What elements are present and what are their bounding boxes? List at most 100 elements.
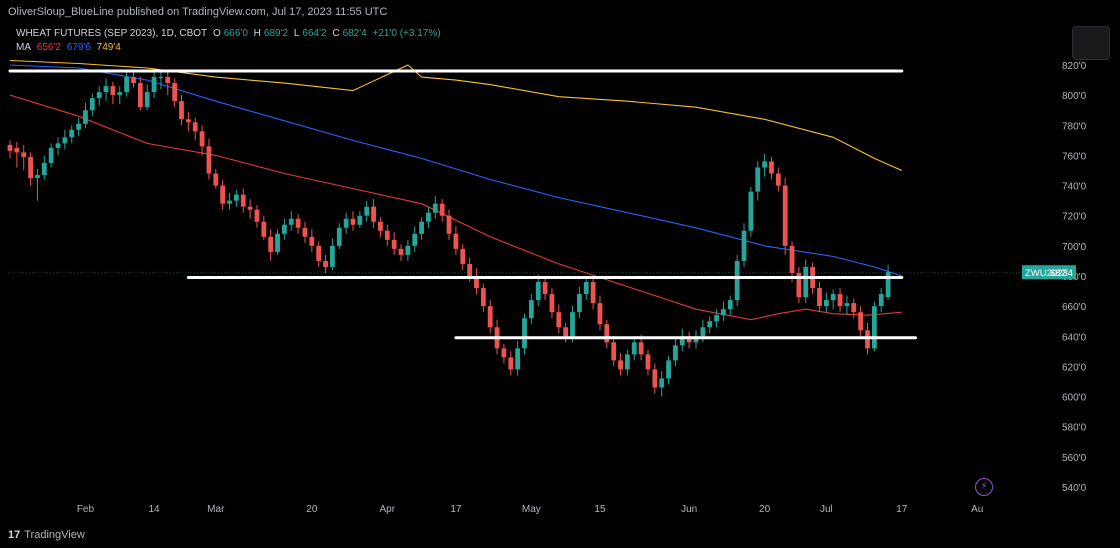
x-tick-label: Au bbox=[971, 504, 983, 515]
candle-body bbox=[295, 218, 301, 228]
candle-body bbox=[618, 360, 623, 370]
candle-body bbox=[282, 224, 287, 234]
candle-body bbox=[686, 336, 692, 343]
chart-settings-button[interactable] bbox=[1072, 26, 1110, 60]
high-value: 689'2 bbox=[263, 28, 289, 39]
y-tick-label: 560'0 bbox=[1062, 453, 1087, 464]
candle-body bbox=[467, 263, 473, 276]
candle-body bbox=[542, 282, 548, 295]
candle-body bbox=[679, 336, 685, 346]
candle-body bbox=[398, 248, 404, 255]
y-tick-label: 660'0 bbox=[1062, 302, 1087, 313]
ma-slow-line bbox=[9, 59, 903, 172]
candle-body bbox=[14, 147, 20, 153]
candle-body bbox=[817, 288, 822, 307]
candle-body bbox=[158, 77, 164, 79]
candle-body bbox=[96, 92, 102, 99]
flash-icon[interactable]: ⚡ bbox=[975, 478, 993, 496]
candle-body bbox=[55, 143, 61, 148]
candle-body bbox=[549, 294, 555, 313]
candle-body bbox=[336, 227, 342, 246]
candle-body bbox=[885, 272, 891, 298]
candle-body bbox=[474, 276, 479, 289]
candle-body bbox=[247, 206, 253, 210]
ma-slow-value: 749'4 bbox=[96, 42, 121, 53]
candle-body bbox=[62, 137, 68, 144]
candle-body bbox=[213, 173, 219, 186]
candle-body bbox=[666, 360, 671, 379]
candle-body bbox=[700, 327, 706, 337]
x-tick-label: 14 bbox=[148, 504, 160, 515]
close-value: 682'4 bbox=[342, 28, 367, 39]
x-tick-label: 20 bbox=[306, 504, 318, 515]
price-tag-symbol: ZWU2023 bbox=[1025, 268, 1068, 279]
candle-body bbox=[83, 110, 88, 124]
candle-body bbox=[721, 309, 726, 316]
candle-body bbox=[769, 161, 774, 174]
candle-body bbox=[748, 191, 754, 231]
candle-body bbox=[309, 236, 315, 246]
candle-body bbox=[21, 152, 27, 157]
candle-body bbox=[419, 221, 424, 234]
candle-body bbox=[501, 348, 507, 358]
candle-body bbox=[357, 215, 363, 225]
candle-body bbox=[460, 248, 466, 264]
candle-body bbox=[7, 144, 13, 151]
y-tick-label: 620'0 bbox=[1062, 362, 1087, 373]
candle-body bbox=[597, 303, 603, 325]
y-tick-label: 700'0 bbox=[1062, 242, 1087, 253]
y-tick-label: 780'0 bbox=[1062, 121, 1087, 132]
candle-body bbox=[734, 260, 740, 301]
ma-fast-value: 656'2 bbox=[36, 42, 61, 53]
candle-body bbox=[871, 306, 877, 349]
candle-body bbox=[384, 230, 390, 240]
candle-body bbox=[480, 288, 486, 307]
candle-body bbox=[563, 327, 569, 337]
candle-body bbox=[556, 312, 562, 328]
candle-body bbox=[117, 92, 123, 96]
y-tick-label: 600'0 bbox=[1062, 393, 1087, 404]
candle-body bbox=[254, 209, 260, 222]
ma-mid-line bbox=[9, 64, 902, 277]
candle-body bbox=[330, 245, 335, 267]
candle-body bbox=[631, 342, 637, 355]
candle-body bbox=[151, 77, 157, 93]
candle-body bbox=[350, 218, 356, 225]
candle-body bbox=[76, 123, 81, 130]
candle-body bbox=[371, 206, 376, 222]
x-tick-label: Jul bbox=[820, 504, 833, 515]
y-tick-label: 540'0 bbox=[1062, 483, 1087, 494]
candle-body bbox=[172, 83, 178, 102]
candle-body bbox=[41, 162, 47, 176]
candle-body bbox=[522, 318, 527, 349]
candle-body bbox=[796, 272, 802, 298]
candle-body bbox=[803, 266, 809, 298]
y-tick-label: 760'0 bbox=[1062, 151, 1087, 162]
candle-body bbox=[275, 233, 280, 252]
candle-body bbox=[762, 161, 767, 168]
candle-body bbox=[405, 245, 411, 255]
candle-body bbox=[28, 156, 33, 179]
candle-body bbox=[110, 86, 116, 96]
candle-body bbox=[439, 203, 445, 216]
candle-body bbox=[741, 230, 747, 261]
candle-body bbox=[645, 354, 651, 370]
candle-body bbox=[590, 282, 596, 304]
candle-body bbox=[576, 294, 582, 313]
candle-body bbox=[48, 147, 54, 163]
symbol-title: WHEAT FUTURES (SEP 2023), 1D, CBOT bbox=[16, 28, 208, 39]
candle-body bbox=[432, 203, 438, 213]
candle-body bbox=[199, 131, 205, 147]
brand-name: TradingView bbox=[24, 529, 85, 541]
candle-body bbox=[714, 315, 719, 322]
candle-body bbox=[124, 77, 130, 93]
candle-body bbox=[316, 245, 322, 261]
y-tick-label: 640'0 bbox=[1062, 332, 1087, 343]
x-tick-label: May bbox=[522, 504, 541, 515]
candle-body bbox=[137, 83, 143, 108]
candle-body bbox=[837, 294, 843, 307]
x-tick-label: 20 bbox=[759, 504, 771, 515]
x-tick-label: 15 bbox=[594, 504, 606, 515]
